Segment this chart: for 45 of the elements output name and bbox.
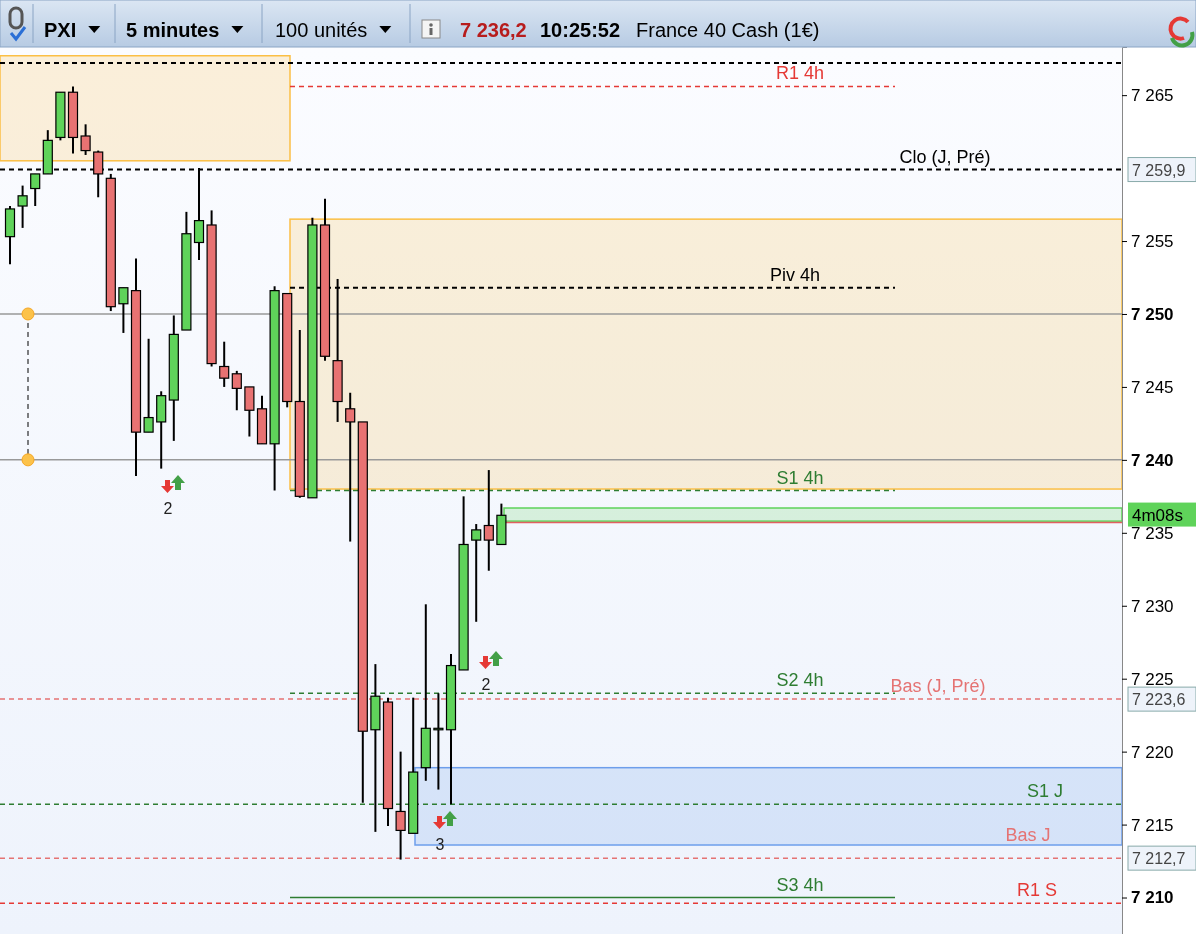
y-tick-label: 7 240: [1131, 450, 1174, 470]
text: 5 minutes: [126, 19, 220, 41]
candlestick: [118, 286, 129, 334]
y-tick-label: 7 210: [1131, 888, 1174, 908]
y-tick-label: 7 245: [1131, 377, 1174, 397]
ref-line-label: S1 J: [1026, 781, 1064, 802]
text: 100 unités: [275, 19, 368, 41]
text: 7 223,6: [1132, 691, 1186, 709]
band-label: 4m08s: [1132, 505, 1184, 525]
ref-line-label: S3 4h: [776, 874, 824, 895]
text: 10:25:52: [540, 19, 621, 41]
annotation: 2: [481, 676, 491, 693]
text: 7 236,2: [460, 19, 527, 41]
y-tick-label: 7 220: [1131, 742, 1174, 762]
y-tick-label: 7 215: [1131, 815, 1174, 835]
text: PXI: [44, 19, 77, 41]
candlestick: [80, 123, 91, 156]
ref-line-label: Piv 4h: [769, 264, 821, 285]
candlestick: [143, 337, 154, 434]
candlestick: [30, 172, 41, 208]
ref-line-label: Clo (J, Pré): [899, 146, 991, 167]
y-tick-label: 7 265: [1131, 86, 1174, 106]
ref-line-label: Bas J: [1005, 825, 1051, 846]
candlestick: [345, 391, 356, 543]
annotation: 3: [435, 836, 445, 853]
annotation: 2: [163, 500, 173, 517]
chart-title: France 40 Cash (1€): [636, 19, 820, 41]
y-tick-label: 7 225: [1131, 669, 1174, 689]
y-tick-label: 7 250: [1131, 304, 1174, 324]
y-tick-label: 7 255: [1131, 231, 1174, 251]
ref-line-label: Bas (J, Pré): [890, 676, 986, 697]
candlestick: [471, 523, 482, 623]
candlestick: [17, 184, 28, 229]
text: 7 212,7: [1132, 850, 1186, 868]
y-tick-label: 7 235: [1131, 523, 1174, 543]
candlestick: [244, 385, 255, 438]
ref-line-label: R1 4h: [775, 63, 825, 84]
ref-line-label: R1 S: [1016, 880, 1058, 901]
text: 7 259,9: [1132, 161, 1186, 179]
candlestick: [483, 469, 494, 572]
ref-line-label: S2 4h: [776, 670, 824, 691]
ref-line-label: S1 4h: [776, 467, 824, 488]
candlestick: [219, 340, 230, 388]
candlestick: [231, 369, 242, 412]
y-tick-label: 7 230: [1131, 596, 1174, 616]
